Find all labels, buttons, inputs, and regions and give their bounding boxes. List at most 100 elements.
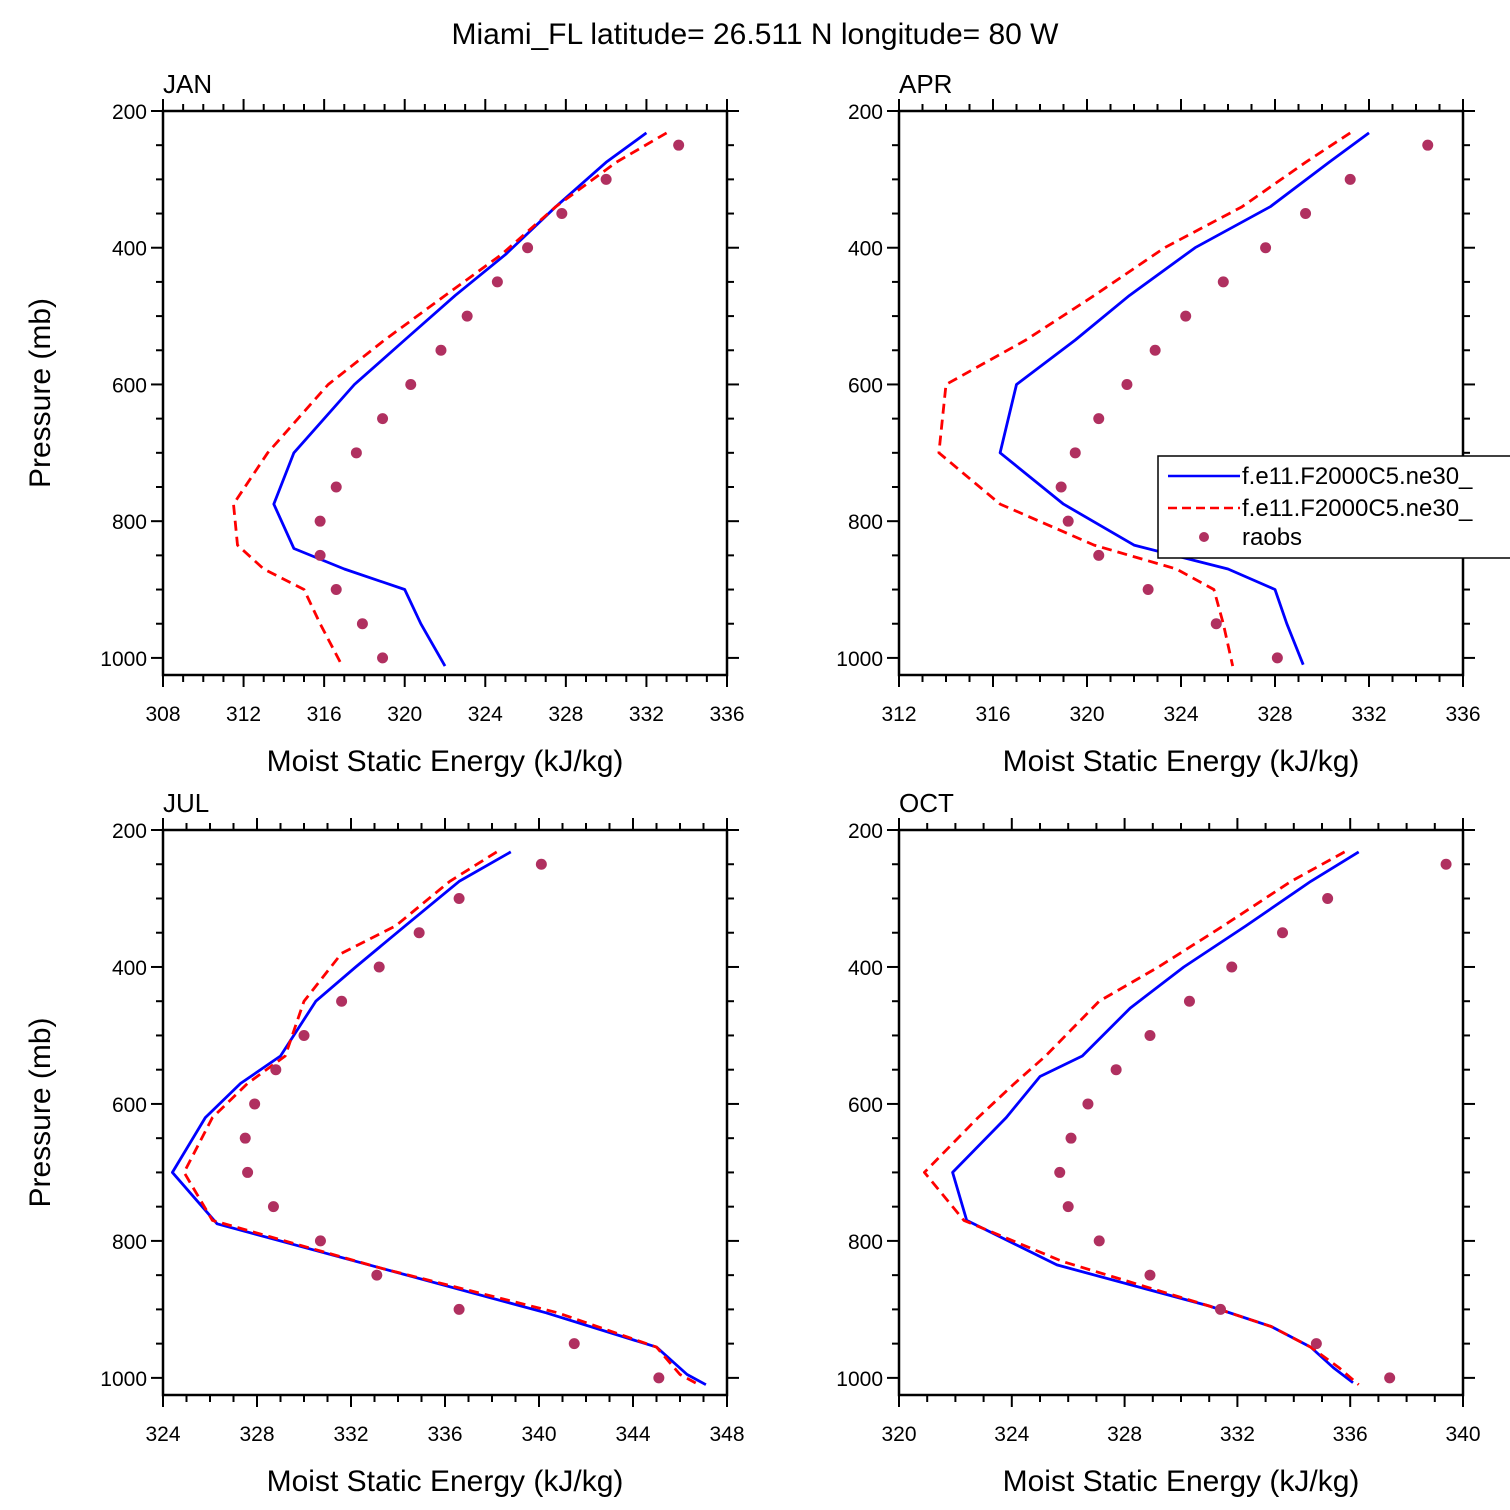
x-tick-label: 320 [881, 1423, 916, 1446]
raobs-point [1422, 139, 1434, 151]
x-tick-label: 332 [333, 1423, 368, 1446]
raobs-point [1180, 310, 1192, 322]
y-tick-label: 200 [848, 820, 883, 843]
legend-swatch-raobs-dot [1199, 532, 1209, 542]
raobs-point [267, 1201, 279, 1213]
raobs-point [1082, 1098, 1094, 1110]
x-tick-label: 324 [994, 1423, 1029, 1446]
raobs-point [600, 173, 612, 185]
y-tick-label: 800 [112, 1231, 147, 1254]
x-tick-label: 332 [1220, 1423, 1255, 1446]
x-tick-label: 316 [307, 703, 342, 726]
raobs-point [1062, 1201, 1074, 1213]
panel-apr: 312 316 320 324 328 332 336 200 400 600 800 1000 APR… [836, 69, 1480, 778]
raobs-point [350, 447, 362, 459]
raobs-point [1065, 1132, 1077, 1144]
raobs-point [298, 1029, 310, 1041]
raobs-point [568, 1338, 580, 1350]
y-tick-label: 600 [112, 1094, 147, 1117]
y-tick-label: 1000 [100, 1368, 147, 1391]
y-tick-label: 800 [848, 1231, 883, 1254]
x-tick-label: 348 [709, 1423, 744, 1446]
x-tick-label: 328 [239, 1423, 274, 1446]
raobs-point [371, 1269, 383, 1281]
legend-label-raobs: raobs [1242, 524, 1302, 551]
raobs-point [1277, 927, 1289, 939]
x-tick-label: 336 [709, 703, 744, 726]
legend-label-red: f.e11.F2000C5.ne30_ [1242, 495, 1473, 522]
raobs-point [1144, 1269, 1156, 1281]
raobs-point [270, 1064, 282, 1076]
raobs-point [1062, 515, 1074, 527]
panel-title-apr: APR [899, 69, 952, 99]
raobs-point [673, 139, 685, 151]
raobs-point [314, 515, 326, 527]
plot-frame-apr [897, 109, 1465, 677]
series-line-blue [951, 850, 1360, 1384]
raobs-point [242, 1166, 254, 1178]
raobs-point [1183, 995, 1195, 1007]
raobs-point [653, 1372, 665, 1384]
raobs-point [377, 652, 389, 664]
raobs-point [1054, 1166, 1066, 1178]
y-tick-label: 400 [848, 238, 883, 261]
y-tick-label: 1000 [836, 1368, 883, 1391]
plot-frame-jul [161, 828, 729, 1397]
y-axis-label: Pressure (mb) [24, 298, 57, 488]
y-tick-label: 800 [848, 511, 883, 534]
legend-label-blue: f.e11.F2000C5.ne30_ [1242, 463, 1473, 490]
raobs-point [1144, 1029, 1156, 1041]
raobs-point [330, 584, 342, 596]
raobs-point [1214, 1303, 1226, 1315]
raobs-point [1093, 1235, 1105, 1247]
raobs-point [461, 310, 473, 322]
y-axis-label: Pressure (mb) [24, 1017, 57, 1207]
y-tick-label: 200 [848, 101, 883, 124]
series-line-blue [170, 850, 707, 1386]
raobs-point [1260, 242, 1272, 254]
raobs-point [1271, 652, 1283, 664]
y-tick-label: 600 [112, 374, 147, 397]
raobs-point [1300, 208, 1312, 220]
raobs-point [1149, 344, 1161, 356]
x-tick-label: 320 [387, 703, 422, 726]
panel-title-jul: JUL [163, 788, 209, 818]
x-axis-label: Moist Static Energy (kJ/kg) [1003, 1465, 1360, 1498]
x-tick-label: 312 [226, 703, 261, 726]
x-tick-label: 328 [548, 703, 583, 726]
x-tick-label: 336 [1333, 1423, 1368, 1446]
raobs-point [522, 242, 534, 254]
raobs-point [491, 276, 503, 288]
raobs-point [1310, 1338, 1322, 1350]
x-tick-label: 340 [521, 1423, 556, 1446]
raobs-point [1440, 858, 1452, 870]
x-tick-label: 336 [1445, 703, 1480, 726]
raobs-point [405, 378, 417, 390]
x-tick-label: 312 [881, 703, 916, 726]
plot-frame-oct [897, 828, 1465, 1397]
y-tick-label: 600 [848, 1094, 883, 1117]
plot-frame-jan [161, 109, 729, 677]
panel-jul: 324 328 332 336 340 344 348 200 400 600 800 1000 JUL… [24, 788, 745, 1498]
series-line-red-dashed [232, 131, 668, 667]
raobs-point [314, 549, 326, 561]
x-tick-label: 316 [975, 703, 1010, 726]
x-tick-label: 328 [1257, 703, 1292, 726]
y-tick-label: 400 [112, 957, 147, 980]
raobs-point [535, 858, 547, 870]
panel-title-jan: JAN [163, 69, 212, 99]
raobs-point [413, 927, 425, 939]
y-tick-label: 200 [112, 820, 147, 843]
y-tick-label: 400 [112, 238, 147, 261]
x-axis-label: Moist Static Energy (kJ/kg) [267, 745, 624, 778]
x-tick-label: 336 [427, 1423, 462, 1446]
raobs-point [453, 1303, 465, 1315]
panel-jan: 308 312 316 320 324 328 332 336 200 400 600 800 1000… [24, 69, 745, 778]
panel-oct: 320 324 328 332 336 340 200 400 600 800 1000 OCT Moi… [836, 788, 1480, 1498]
raobs-point [249, 1098, 261, 1110]
x-tick-label: 332 [1351, 703, 1386, 726]
legend: f.e11.F2000C5.ne30_ f.e11.F2000C5.ne30_ … [1157, 455, 1510, 559]
figure-title: Miami_FL latitude= 26.511 N longitude= 8… [451, 18, 1059, 51]
x-tick-label: 332 [629, 703, 664, 726]
x-tick-label: 328 [1107, 1423, 1142, 1446]
